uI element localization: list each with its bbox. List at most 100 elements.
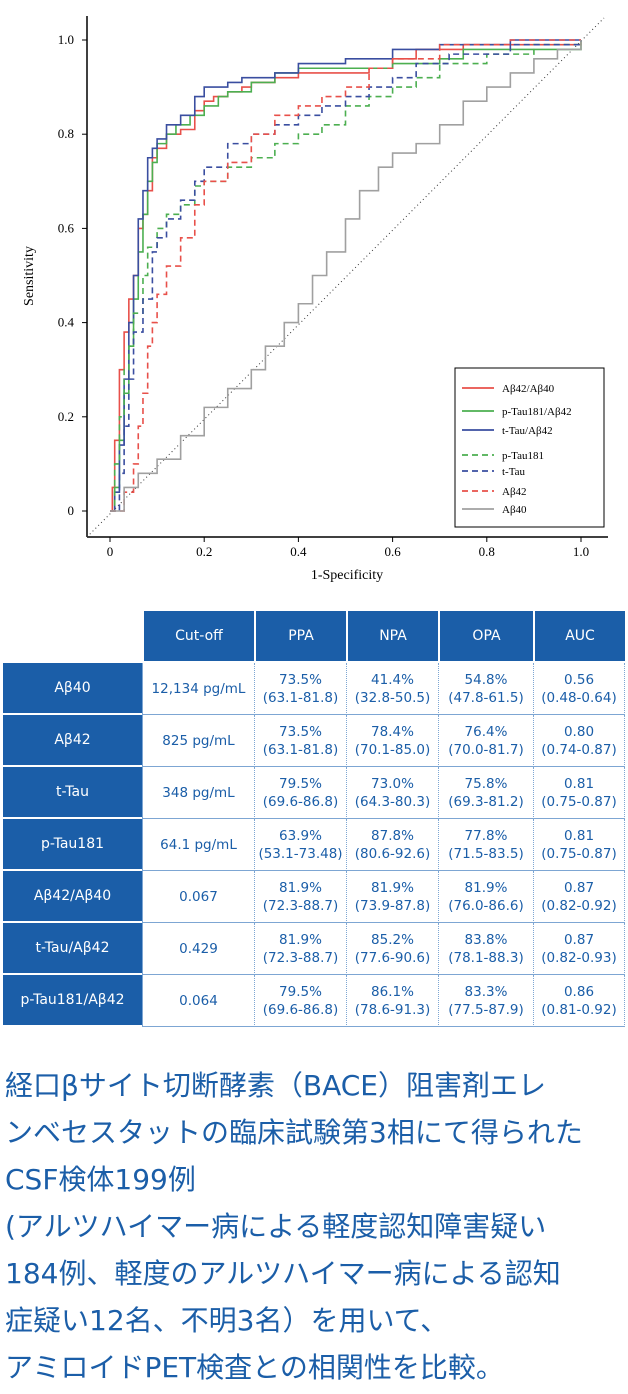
- cutoff-cell: 0.067: [142, 871, 254, 923]
- caption-line: アミロイドPET検査との相関性を比較。: [5, 1351, 504, 1384]
- npa-value: 78.4%: [371, 723, 414, 740]
- header-npa: NPA: [346, 611, 438, 663]
- opa-cell: 83.8% (78.1-88.3): [438, 923, 533, 975]
- table-body: Aβ40 12,134 pg/mL 73.5% (63.1-81.8) 41.4% (32…: [3, 663, 625, 1027]
- npa-cell: 41.4% (32.8-50.5): [346, 663, 438, 715]
- auc-cell: 0.81 (0.75-0.87): [533, 767, 625, 819]
- cutoff-cell: 64.1 pg/mL: [142, 819, 254, 871]
- row-label: t-Tau: [3, 767, 142, 819]
- ppa-ci: (72.3-88.7): [262, 949, 339, 966]
- opa-value: 77.8%: [464, 827, 508, 844]
- cutoff-cell: 825 pg/mL: [142, 715, 254, 767]
- table-row: Aβ40 12,134 pg/mL 73.5% (63.1-81.8) 41.4% (32…: [3, 663, 625, 715]
- x-axis-label: 1-Specificity: [311, 568, 383, 583]
- npa-ci: (64.3-80.3): [354, 793, 431, 810]
- y-tick-label: 1.0: [58, 32, 74, 47]
- roc-chart-svg: 0 0 0.2 0.2 0.4 0.4 0.6 0.6 0.8 0.8 1.0 1.0 1-Specif…: [22, 16, 608, 583]
- table-row: t-Tau 348 pg/mL 79.5% (69.6-86.8) 73.0% (64.3…: [3, 767, 625, 819]
- legend-label: p-Tau181/Aβ42: [502, 406, 572, 418]
- auc-value: 0.87: [563, 879, 595, 896]
- opa-cell: 81.9% (76.0-86.6): [438, 871, 533, 923]
- x-tick-label: 0.4: [290, 544, 307, 559]
- opa-ci: (70.0-81.7): [448, 741, 524, 758]
- caption-line: CSF検体199例: [5, 1163, 196, 1196]
- ppa-cell: 79.5% (69.6-86.8): [254, 975, 346, 1027]
- npa-cell: 85.2% (77.6-90.6): [346, 923, 438, 975]
- y-tick-label: 0.4: [58, 315, 75, 330]
- opa-ci: (71.5-83.5): [448, 845, 524, 862]
- x-tick-label: 0: [107, 544, 114, 559]
- x-tick-label: 0.2: [196, 544, 212, 559]
- npa-cell: 73.0% (64.3-80.3): [346, 767, 438, 819]
- auc-cell: 0.87 (0.82-0.92): [533, 871, 625, 923]
- y-tick-label: 0.2: [58, 409, 74, 424]
- header-opa: OPA: [438, 611, 533, 663]
- auc-cell: 0.81 (0.75-0.87): [533, 819, 625, 871]
- row-label: p-Tau181: [3, 819, 142, 871]
- auc-cell: 0.56 (0.48-0.64): [533, 663, 625, 715]
- table-row: Aβ42/Aβ40 0.067 81.9% (72.3-88.7) 81.9% (73.9…: [3, 871, 625, 923]
- ppa-value: 79.5%: [279, 775, 322, 792]
- npa-value: 85.2%: [371, 931, 414, 948]
- ppa-value: 63.9%: [279, 827, 322, 844]
- npa-value: 87.8%: [371, 827, 414, 844]
- legend-label: t-Tau/Aβ42: [502, 425, 553, 437]
- auc-value: 0.87: [563, 931, 595, 948]
- auc-ci: (0.75-0.87): [541, 793, 617, 810]
- row-label: Aβ40: [3, 663, 142, 715]
- header-blank-cell: [3, 611, 142, 663]
- opa-cell: 77.8% (71.5-83.5): [438, 819, 533, 871]
- npa-value: 81.9%: [371, 879, 414, 896]
- auc-value: 0.81: [563, 775, 595, 792]
- cutoff-cell: 348 pg/mL: [142, 767, 254, 819]
- ppa-cell: 79.5% (69.6-86.8): [254, 767, 346, 819]
- x-tick-label: 1.0: [573, 544, 589, 559]
- npa-ci: (80.6-92.6): [354, 845, 431, 862]
- table-row: p-Tau181 64.1 pg/mL 63.9% (53.1-73.48) 87.8%…: [3, 819, 625, 871]
- row-label: p-Tau181/Aβ42: [3, 975, 142, 1027]
- caption-line: 症疑い12名、不明3名）を用いて、: [5, 1304, 449, 1337]
- auc-cell: 0.86 (0.81-0.92): [533, 975, 625, 1027]
- auc-ci: (0.82-0.92): [541, 897, 617, 914]
- auc-value: 0.80: [563, 723, 595, 740]
- roc-curve-series-5: [110, 39, 581, 512]
- auc-value: 0.86: [563, 983, 595, 1000]
- ppa-cell: 63.9% (53.1-73.48): [254, 819, 346, 871]
- opa-cell: 76.4% (70.0-81.7): [438, 715, 533, 767]
- ppa-value: 73.5%: [279, 671, 322, 688]
- caption-line: 184例、軽度のアルツハイマー病による認知: [5, 1257, 561, 1290]
- ppa-cell: 73.5% (63.1-81.8): [254, 715, 346, 767]
- auc-value: 0.81: [563, 827, 595, 844]
- cutoff-cell: 0.429: [142, 923, 254, 975]
- npa-value: 41.4%: [371, 671, 414, 688]
- cutoff-cell: 0.064: [142, 975, 254, 1027]
- header-ppa: PPA: [254, 611, 346, 663]
- ppa-ci: (72.3-88.7): [262, 897, 339, 914]
- performance-table: Cut-off PPA NPA OPA AUC Aβ40 12,134 pg/mL…: [3, 611, 625, 1027]
- ppa-cell: 81.9% (72.3-88.7): [254, 923, 346, 975]
- auc-ci: (0.48-0.64): [541, 689, 617, 706]
- opa-value: 54.8%: [464, 671, 508, 688]
- header-cutoff: Cut-off: [142, 611, 254, 663]
- auc-ci: (0.81-0.92): [541, 1001, 617, 1018]
- cutoff-cell: 12,134 pg/mL: [142, 663, 254, 715]
- auc-cell: 0.87 (0.82-0.93): [533, 923, 625, 975]
- ppa-ci: (69.6-86.8): [262, 1001, 339, 1018]
- row-label: t-Tau/Aβ42: [3, 923, 142, 975]
- opa-ci: (69.3-81.2): [448, 793, 524, 810]
- legend-label: Aβ40: [502, 504, 527, 516]
- ppa-ci: (69.6-86.8): [262, 793, 339, 810]
- roc-curve-series-6: [110, 40, 582, 512]
- x-tick-label: 0.6: [384, 544, 401, 559]
- y-axis-label: Sensitivity: [22, 246, 37, 306]
- roc-chart: 0 0 0.2 0.2 0.4 0.4 0.6 0.6 0.8 0.8 1.0 1.0 1-Specif…: [0, 0, 628, 600]
- opa-cell: 54.8% (47.8-61.5): [438, 663, 533, 715]
- opa-ci: (76.0-86.6): [448, 897, 524, 914]
- roc-curve-series-2: [110, 39, 581, 512]
- npa-ci: (77.6-90.6): [354, 949, 431, 966]
- opa-value: 83.8%: [464, 931, 508, 948]
- opa-ci: (47.8-61.5): [448, 689, 524, 706]
- npa-value: 86.1%: [371, 983, 414, 1000]
- study-caption: 経口βサイト切断酵素（BACE）阻害剤エレ ンベセスタットの臨床試験第3相にて得…: [5, 1062, 625, 1391]
- opa-ci: (78.1-88.3): [448, 949, 524, 966]
